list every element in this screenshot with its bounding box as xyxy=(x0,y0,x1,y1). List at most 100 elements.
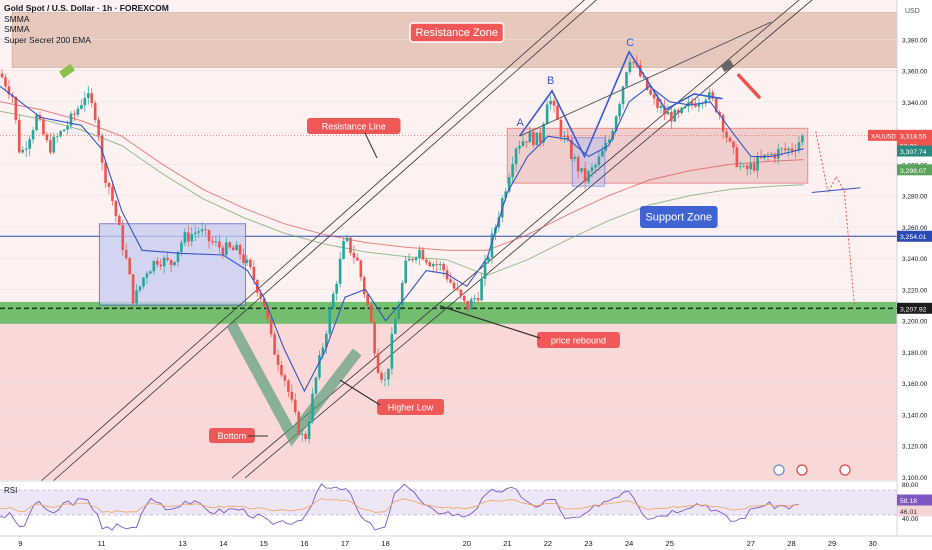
point-b-label: B xyxy=(547,75,554,87)
candle xyxy=(155,260,159,265)
x-tick-label: 9 xyxy=(18,539,22,548)
candle xyxy=(387,368,390,380)
candle xyxy=(356,257,359,261)
candle xyxy=(169,259,173,266)
candle xyxy=(35,115,38,131)
indicator-smma-1[interactable]: SMMA xyxy=(4,13,30,24)
candle xyxy=(349,237,352,253)
rsi-tick-40: 40.00 xyxy=(902,516,919,523)
x-tick-label: 15 xyxy=(260,539,268,548)
candle xyxy=(797,142,801,151)
candle xyxy=(118,216,121,226)
bottom-label: Bottom xyxy=(218,431,247,441)
candle xyxy=(218,241,221,248)
candle xyxy=(273,334,276,355)
candle xyxy=(659,105,663,109)
red-arrow-mark xyxy=(736,73,761,99)
candle xyxy=(442,263,445,271)
candle xyxy=(66,125,69,130)
candle xyxy=(45,134,49,141)
x-tick-label: 13 xyxy=(178,539,186,548)
candle xyxy=(55,136,59,138)
x-tick-label: 28 xyxy=(787,539,795,548)
candle xyxy=(331,293,335,309)
candle xyxy=(459,289,463,296)
candle xyxy=(435,264,439,266)
hammer-icon xyxy=(720,59,735,73)
candle xyxy=(476,298,480,301)
x-tick-label: 18 xyxy=(381,539,389,548)
point-a-label: A xyxy=(517,117,525,129)
y-tick-label: 3,220.00 xyxy=(902,287,928,294)
channel-line-upper-2 xyxy=(51,0,597,483)
candle xyxy=(231,247,235,251)
event-icon xyxy=(796,464,808,476)
band-value-badge: 3,207.92 xyxy=(900,306,927,313)
channel-line-lower-2 xyxy=(244,0,813,479)
candle xyxy=(342,241,345,259)
candle xyxy=(742,165,746,167)
candle xyxy=(17,119,21,153)
candle xyxy=(787,148,790,151)
candle xyxy=(566,135,570,141)
candle xyxy=(345,237,349,242)
symbol-title[interactable]: Gold Spot / U.S. Dollar · 1h · FOREXCOM xyxy=(4,3,169,13)
y-tick-label: 3,100.00 xyxy=(902,475,928,482)
rsi-signal-badge-box xyxy=(897,505,932,517)
candle xyxy=(714,98,718,113)
candle xyxy=(487,257,490,261)
candle xyxy=(49,140,52,153)
candle xyxy=(262,298,266,307)
candle xyxy=(293,399,297,413)
candle xyxy=(69,113,73,126)
candle xyxy=(556,105,559,120)
candle xyxy=(90,93,94,104)
candle xyxy=(549,100,552,105)
candle xyxy=(328,308,332,334)
candle xyxy=(573,157,577,159)
candle xyxy=(421,249,425,260)
event-icon xyxy=(839,464,851,476)
candle xyxy=(62,129,66,132)
point-c-label: C xyxy=(626,37,634,49)
candle xyxy=(670,111,673,122)
candle xyxy=(597,156,601,166)
candle xyxy=(311,393,314,422)
candle xyxy=(86,93,90,98)
candle xyxy=(773,153,777,159)
candle xyxy=(269,318,273,335)
candle xyxy=(52,136,56,153)
x-tick-label: 25 xyxy=(666,539,674,548)
candle xyxy=(542,123,545,143)
candle xyxy=(259,292,263,299)
candle xyxy=(83,97,87,106)
indicator-ema-200[interactable]: Super Secret 200 EMA xyxy=(4,34,91,45)
candle xyxy=(601,150,604,157)
candle xyxy=(321,347,325,356)
candle xyxy=(704,99,708,104)
candle xyxy=(756,156,759,171)
chart-legend: Gold Spot / U.S. Dollar · 1h · FOREXCOM … xyxy=(4,3,169,45)
symbol-tag: XAUUSD xyxy=(871,134,897,140)
candle xyxy=(24,148,28,150)
candle xyxy=(114,200,118,217)
candle xyxy=(224,242,228,255)
last-price-badge-box xyxy=(897,129,932,141)
candle xyxy=(735,147,739,167)
candle xyxy=(314,377,318,394)
smma-value-badge: 3,307.74 xyxy=(900,149,927,156)
candle xyxy=(411,258,414,261)
candle xyxy=(680,107,683,114)
ema-value-badge-box xyxy=(897,164,932,176)
candle xyxy=(238,244,242,255)
candle xyxy=(618,104,621,117)
y-tick-label: 3,180.00 xyxy=(902,350,928,357)
candle xyxy=(162,257,166,267)
candle xyxy=(249,259,252,267)
consolidation-box xyxy=(98,223,247,306)
indicator-smma-2[interactable]: SMMA xyxy=(4,24,30,34)
y-tick-label: 3,240.00 xyxy=(902,256,928,263)
candle xyxy=(400,282,404,306)
